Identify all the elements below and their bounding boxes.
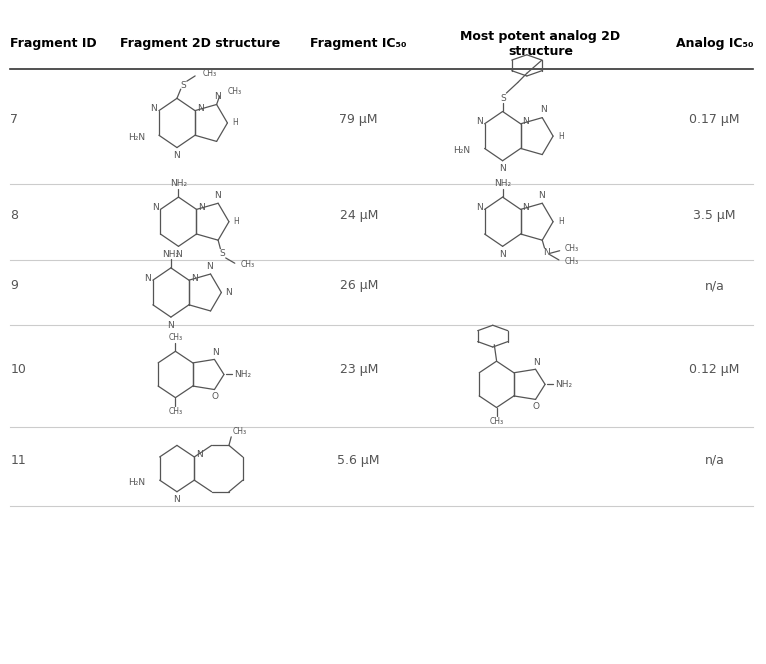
Text: N: N [152,203,159,212]
Text: N: N [476,118,483,126]
Text: N: N [197,104,204,113]
Text: S: S [180,80,186,90]
Text: O: O [533,402,540,411]
Text: N: N [538,191,545,200]
Text: S: S [219,249,224,258]
Text: 24 μM: 24 μM [339,208,378,222]
Text: NH₂: NH₂ [162,250,179,259]
Text: CH₃: CH₃ [489,417,503,426]
Text: H₂N: H₂N [129,477,146,487]
Text: N: N [542,248,549,256]
Text: 7: 7 [11,113,18,126]
Text: CH₃: CH₃ [228,87,241,96]
Text: N: N [214,191,221,200]
Text: 26 μM: 26 μM [339,280,378,292]
Text: NH₂: NH₂ [170,179,187,189]
Text: N: N [198,203,205,212]
Text: N: N [476,203,483,212]
Text: 5.6 μM: 5.6 μM [338,454,380,467]
Text: N: N [499,250,506,259]
Text: CH₃: CH₃ [203,70,217,78]
Text: 3.5 μM: 3.5 μM [693,208,736,222]
Text: CH₃: CH₃ [241,260,255,269]
Text: S: S [500,94,506,103]
Text: N: N [522,118,529,126]
Text: N: N [539,105,546,114]
Text: N: N [168,321,175,329]
Text: N: N [175,250,182,259]
Text: H: H [232,118,238,127]
Text: 79 μM: 79 μM [339,113,378,126]
Text: N: N [150,104,157,113]
Text: N: N [212,348,218,357]
Text: n/a: n/a [705,280,725,292]
Text: H₂N: H₂N [453,146,470,155]
Text: n/a: n/a [705,454,725,467]
Text: 0.12 μM: 0.12 μM [689,363,740,376]
Text: NH₂: NH₂ [555,380,572,389]
Text: N: N [499,164,506,173]
Text: NH₂: NH₂ [234,370,251,379]
Text: N: N [225,288,232,297]
Text: Fragment IC₅₀: Fragment IC₅₀ [310,37,407,50]
Text: 0.17 μM: 0.17 μM [689,113,740,126]
Text: CH₃: CH₃ [233,427,247,436]
Text: CH₃: CH₃ [565,257,579,266]
Text: N: N [206,262,213,271]
Text: N: N [522,203,529,212]
Text: H₂N: H₂N [128,133,145,141]
Text: N: N [174,495,180,504]
Text: 23 μM: 23 μM [339,363,378,376]
Text: 10: 10 [11,363,26,376]
Text: N: N [214,92,221,101]
Text: N: N [174,151,180,160]
Text: CH₃: CH₃ [169,333,182,342]
Text: H: H [558,217,564,226]
Text: H: H [558,131,564,141]
Text: Fragment 2D structure: Fragment 2D structure [119,37,280,50]
Text: 8: 8 [11,208,18,222]
Text: N: N [533,357,540,367]
Text: Analog IC₅₀: Analog IC₅₀ [676,37,754,50]
Text: NH₂: NH₂ [494,179,511,189]
Text: O: O [211,392,218,401]
Text: N: N [196,450,203,459]
Text: 11: 11 [11,454,26,467]
Text: Most potent analog 2D
structure: Most potent analog 2D structure [460,30,620,58]
Text: CH₃: CH₃ [565,244,579,253]
Text: N: N [191,274,198,283]
Text: H: H [234,217,240,226]
Text: N: N [144,274,151,283]
Text: CH₃: CH₃ [169,407,182,416]
Text: Fragment ID: Fragment ID [11,37,97,50]
Text: 9: 9 [11,280,18,292]
